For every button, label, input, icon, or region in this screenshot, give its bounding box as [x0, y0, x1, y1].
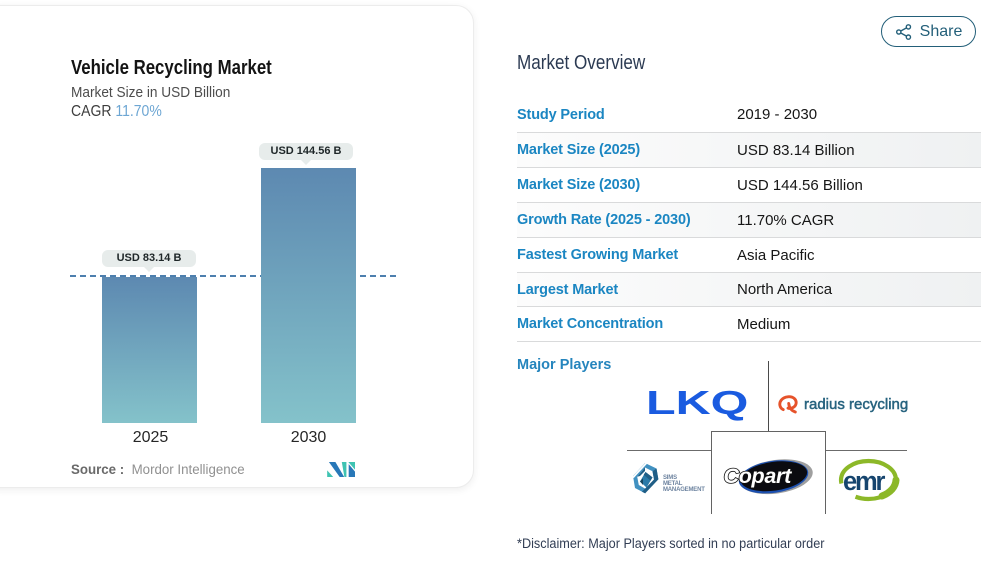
svg-text:Copart: Copart — [724, 464, 793, 488]
svg-text:emr: emr — [843, 468, 885, 496]
